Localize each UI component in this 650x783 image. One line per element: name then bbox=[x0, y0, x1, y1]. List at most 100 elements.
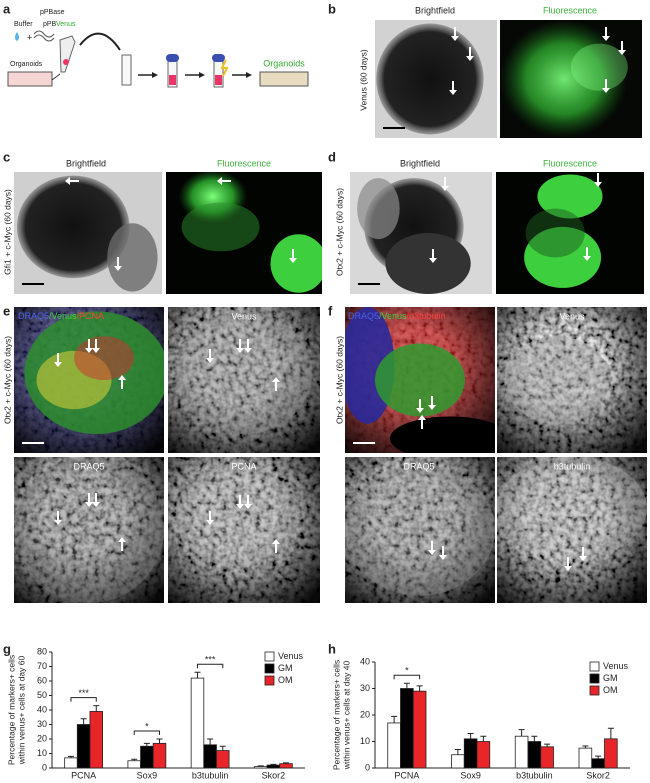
row-label: Otx2 + c-Myc (60 days) bbox=[2, 336, 12, 424]
vignette bbox=[168, 457, 320, 603]
blob bbox=[175, 311, 313, 435]
y-tick-label: 30 bbox=[37, 719, 47, 729]
bolt-icon bbox=[220, 59, 229, 77]
drop-icon bbox=[15, 32, 19, 41]
y-tick-label: 50 bbox=[37, 690, 47, 700]
y-axis-label: within venus+ cells at day 40 bbox=[341, 661, 351, 771]
panel-letter: a bbox=[3, 1, 11, 16]
stain: /b3tubulin bbox=[407, 311, 446, 321]
significance-bracket bbox=[133, 730, 161, 735]
error-bar bbox=[207, 738, 214, 745]
bar bbox=[216, 750, 230, 769]
image-label: b3tubulin bbox=[554, 461, 591, 471]
dish-icon bbox=[259, 71, 309, 87]
error-bar bbox=[531, 735, 538, 742]
error-bar bbox=[480, 735, 487, 742]
arrow-head bbox=[428, 405, 436, 410]
panel-texts: b Brightfield Fluorescence Venus (60 day… bbox=[2, 1, 626, 571]
y-tick-label: 40 bbox=[360, 656, 370, 666]
arrow-head bbox=[199, 72, 205, 78]
bar bbox=[463, 738, 478, 769]
bar bbox=[152, 742, 167, 769]
schematic: a pPBase Buffer pPB Venus + Organoids Or… bbox=[3, 1, 309, 88]
blob bbox=[390, 416, 495, 453]
column-label: Fluorescence bbox=[217, 158, 271, 168]
bar bbox=[514, 735, 529, 769]
micrograph bbox=[168, 307, 320, 453]
blob bbox=[345, 464, 495, 596]
arrow-head bbox=[289, 258, 297, 263]
y-tick-label: 70 bbox=[37, 661, 47, 671]
stain: /Venus bbox=[379, 311, 407, 321]
blob bbox=[270, 234, 322, 293]
arrow bbox=[51, 73, 61, 81]
arrow-head bbox=[92, 502, 100, 507]
y-tick-label: 10 bbox=[37, 748, 47, 758]
arrow-head bbox=[152, 72, 158, 78]
error-bar bbox=[454, 748, 461, 755]
legend-label: Venus bbox=[603, 661, 629, 671]
merge-label: DRAQ5/Venus/PCNA bbox=[18, 311, 104, 321]
error-bar bbox=[582, 745, 589, 749]
micrograph bbox=[350, 172, 492, 294]
arrow-head bbox=[206, 520, 214, 525]
dna-icon bbox=[33, 30, 55, 42]
significance-bracket bbox=[196, 663, 224, 669]
error-bar bbox=[156, 738, 163, 744]
image-label: DRAQ5 bbox=[403, 461, 434, 471]
vignette bbox=[14, 457, 164, 603]
arrow-head bbox=[118, 375, 126, 380]
panel-letter: b bbox=[328, 1, 336, 16]
error-bar bbox=[467, 733, 474, 739]
bar bbox=[387, 722, 401, 769]
legend-swatch bbox=[589, 673, 600, 684]
arrow-head bbox=[618, 50, 626, 55]
y-tick-label: 0 bbox=[42, 762, 47, 772]
blob bbox=[107, 223, 158, 292]
panel-letter: c bbox=[3, 149, 10, 164]
legend-swatch bbox=[589, 685, 600, 696]
bar bbox=[540, 746, 554, 769]
arrow-head bbox=[579, 556, 587, 561]
bar bbox=[203, 744, 217, 769]
x-tick-label: Skor2 bbox=[586, 770, 610, 780]
content bbox=[169, 75, 176, 85]
blob bbox=[14, 457, 164, 603]
bar bbox=[64, 757, 78, 769]
micrograph bbox=[14, 457, 164, 603]
y-tick-label: 40 bbox=[37, 704, 47, 714]
column-label: Fluorescence bbox=[543, 5, 597, 15]
micrograph bbox=[500, 20, 642, 138]
micrograph bbox=[14, 307, 164, 453]
bar bbox=[476, 741, 491, 769]
image-label: PCNA bbox=[231, 461, 256, 471]
arrow-head bbox=[564, 566, 572, 571]
bar bbox=[190, 677, 205, 769]
error-bar bbox=[283, 762, 290, 764]
arrow-head bbox=[272, 539, 280, 544]
error-bar bbox=[219, 745, 226, 751]
bar bbox=[604, 738, 618, 769]
bar bbox=[400, 688, 414, 769]
x-tick-label: b3tubulin bbox=[516, 770, 553, 780]
blob bbox=[571, 43, 628, 91]
vignette bbox=[168, 307, 320, 453]
x-tick-label: b3tubulin bbox=[192, 770, 229, 780]
micrograph bbox=[168, 457, 320, 603]
significance-bracket bbox=[70, 697, 97, 702]
y-tick-label: 10 bbox=[360, 736, 370, 746]
arrow-head bbox=[92, 348, 100, 353]
arrow-head bbox=[85, 348, 93, 353]
arrow-head bbox=[217, 177, 222, 185]
legend-label: GM bbox=[278, 663, 293, 673]
blob bbox=[376, 23, 484, 135]
blob bbox=[175, 464, 298, 567]
arrow-head bbox=[114, 266, 122, 271]
y-tick-label: 20 bbox=[37, 733, 47, 743]
arrow-head bbox=[451, 36, 459, 41]
dish-icon bbox=[7, 71, 53, 87]
arrow-head bbox=[272, 377, 280, 382]
blob bbox=[357, 178, 400, 240]
column-label: Fluorescence bbox=[543, 158, 597, 168]
